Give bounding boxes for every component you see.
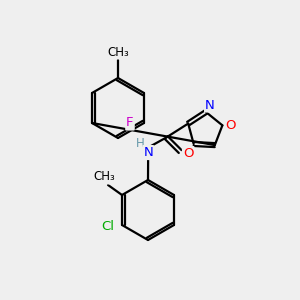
Text: CH₃: CH₃ (93, 170, 115, 184)
Text: N: N (205, 98, 215, 112)
Text: O: O (183, 147, 194, 160)
Text: F: F (126, 116, 134, 130)
Text: H: H (136, 137, 145, 150)
Text: N: N (143, 146, 153, 159)
Text: Cl: Cl (101, 220, 115, 233)
Text: O: O (225, 119, 236, 132)
Text: CH₃: CH₃ (107, 46, 129, 59)
